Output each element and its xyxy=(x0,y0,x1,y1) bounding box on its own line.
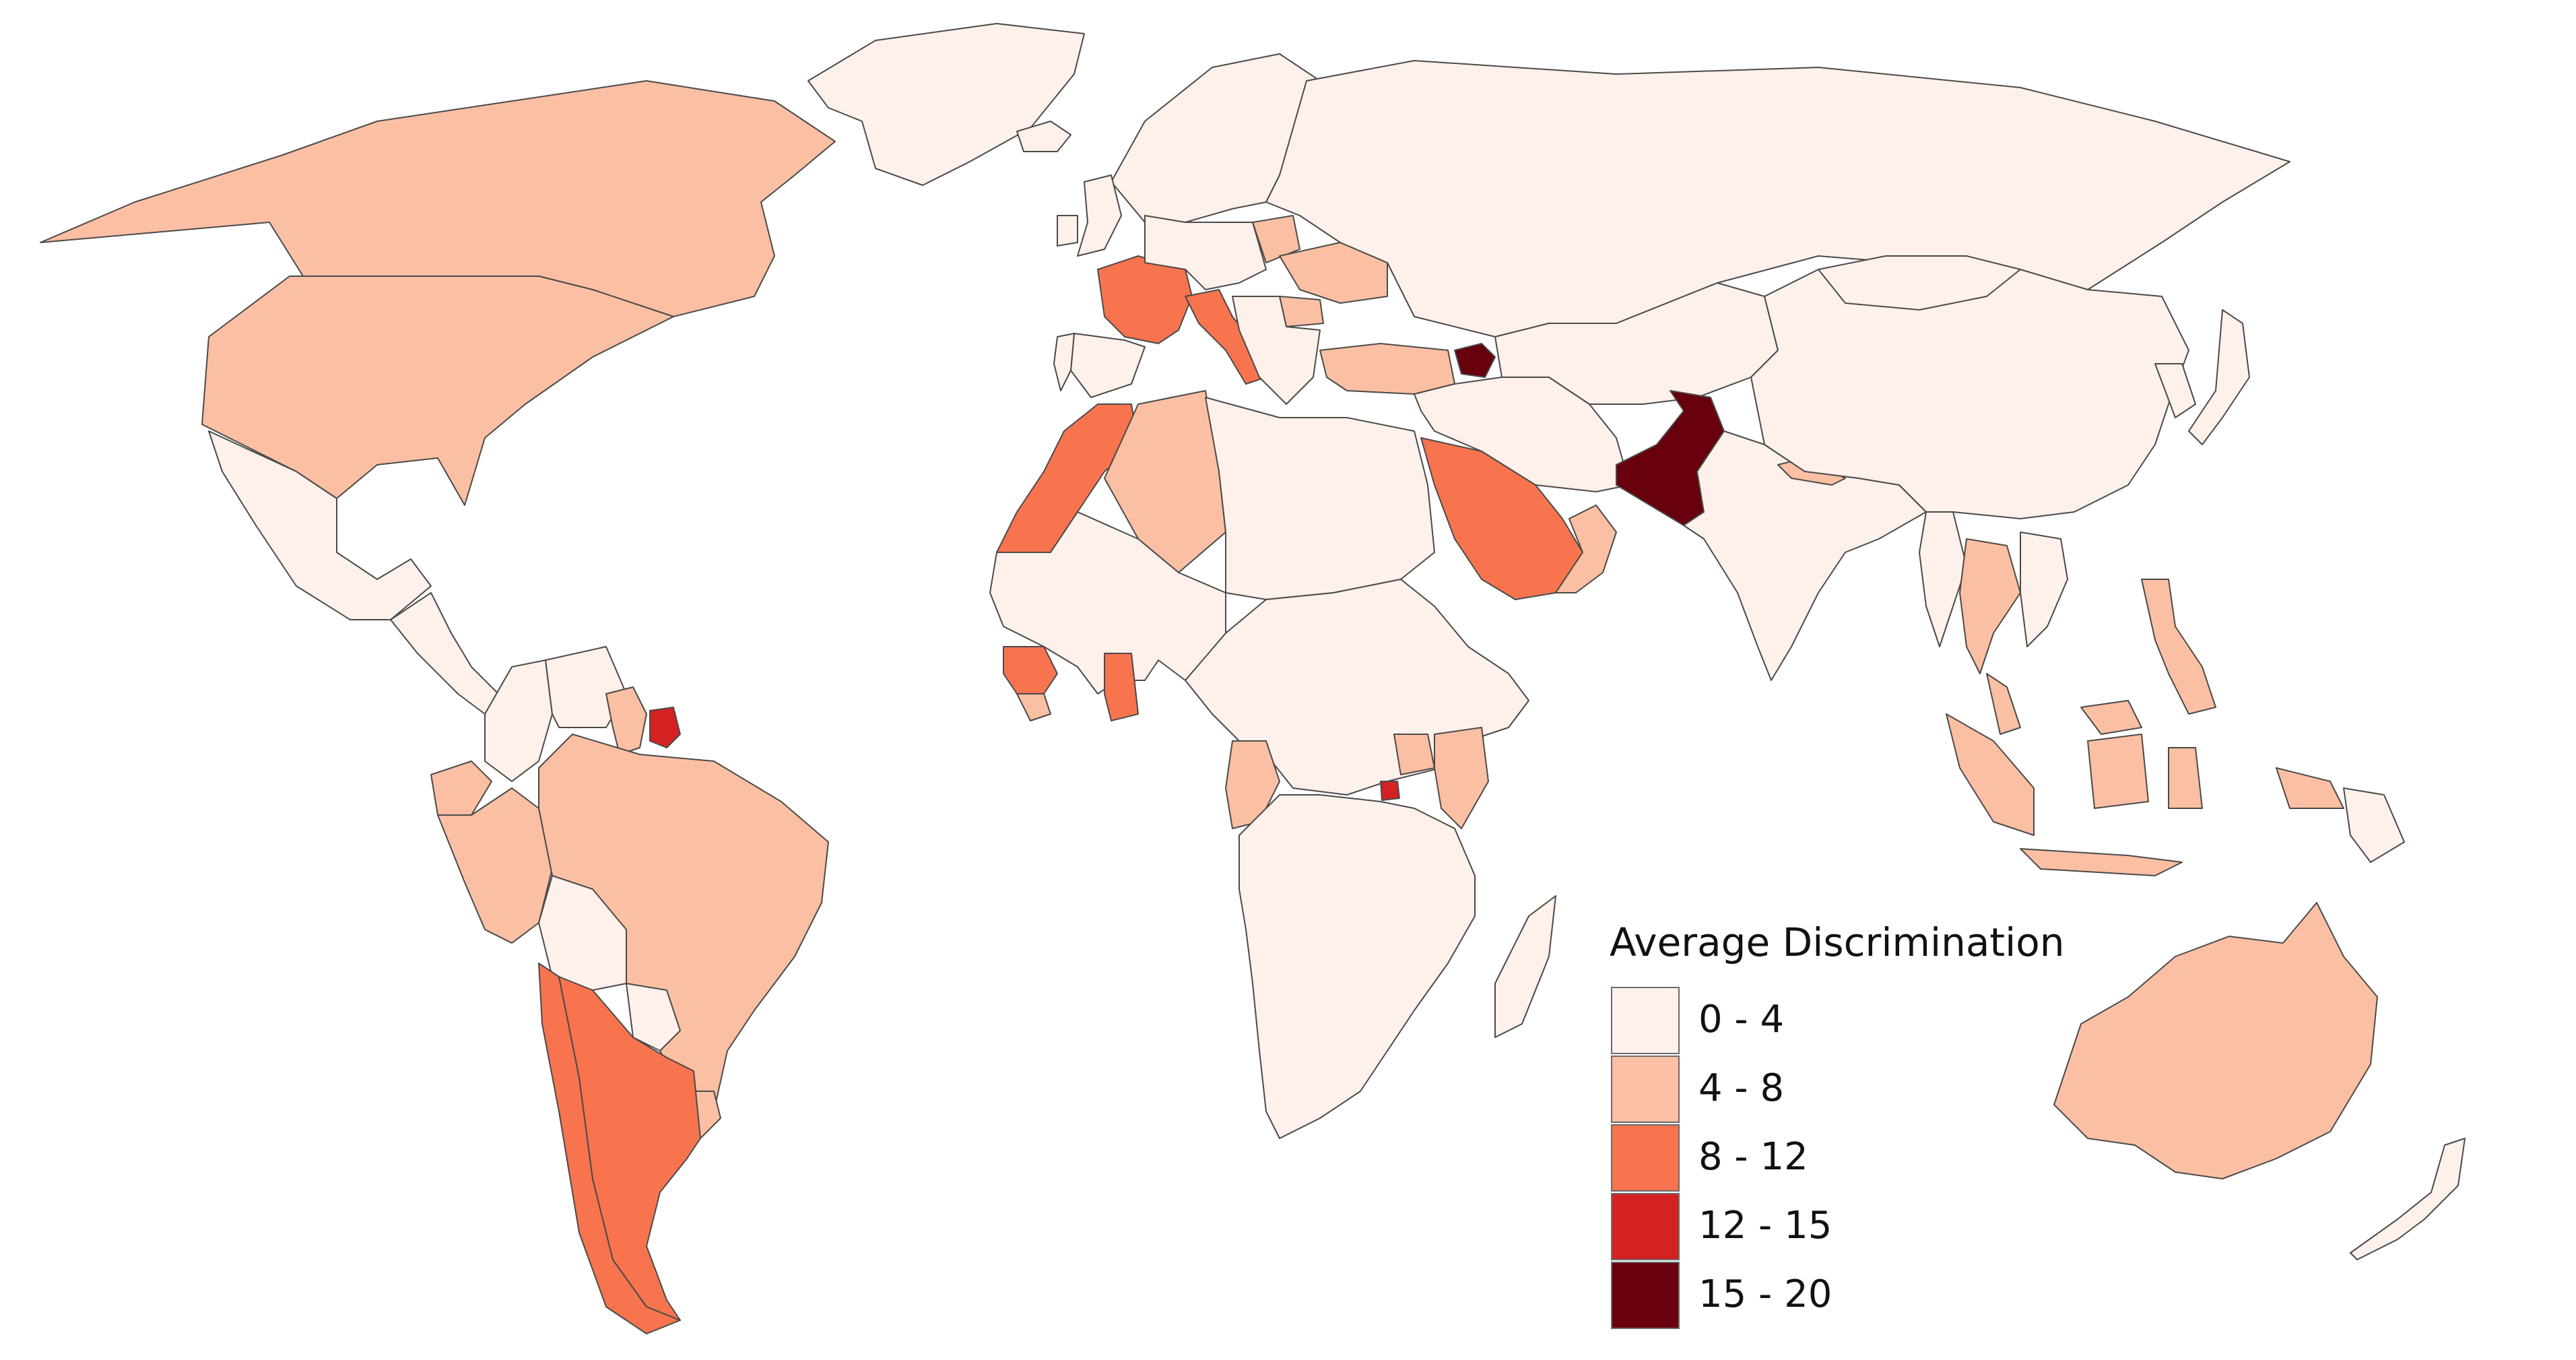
legend-label: 12 - 15 xyxy=(1698,1204,1832,1248)
country-russia xyxy=(1265,60,2290,337)
country-kenya xyxy=(1434,727,1489,829)
legend-swatch xyxy=(1611,987,1680,1054)
country-guinea xyxy=(1003,646,1058,694)
country-argentina xyxy=(558,976,701,1321)
country-ecuador xyxy=(430,760,492,816)
country-azerbaijan xyxy=(1454,343,1496,378)
country-ireland xyxy=(1057,215,1078,247)
country-philippines xyxy=(2141,579,2216,715)
country-greenland xyxy=(807,23,1085,186)
country-venezuela xyxy=(545,646,627,728)
country-suriname xyxy=(649,707,681,748)
legend-label: 4 - 8 xyxy=(1698,1066,1785,1110)
legend-swatch xyxy=(1611,1056,1680,1123)
country-vietnam xyxy=(2020,531,2068,647)
country-spain xyxy=(1070,333,1146,398)
country-korea xyxy=(2154,363,2196,418)
country-australia xyxy=(2053,902,2378,1179)
legend-item-8-12: 8 - 12 xyxy=(1610,1124,2081,1193)
legend-swatch xyxy=(1611,1262,1680,1329)
country-colombia xyxy=(484,659,553,782)
country-southern-africa xyxy=(1239,794,1476,1139)
country-madagascar xyxy=(1494,895,1556,1038)
legend-item-4-8: 4 - 8 xyxy=(1610,1056,2081,1124)
country-ghana xyxy=(1104,653,1139,721)
country-mongolia xyxy=(1818,255,2021,311)
legend-item-15-20: 15 - 20 xyxy=(1610,1262,2081,1330)
country-united-states xyxy=(201,276,674,506)
country-united-kingdom xyxy=(1077,174,1122,257)
legend-swatch xyxy=(1611,1124,1680,1192)
country-poland xyxy=(1252,215,1300,263)
country-papua-new-guinea xyxy=(2343,787,2405,863)
country-oman xyxy=(1555,505,1617,593)
country-france xyxy=(1097,255,1193,344)
country-romania xyxy=(1279,296,1324,327)
country-central-america xyxy=(390,592,499,715)
legend-label: 8 - 12 xyxy=(1698,1135,1808,1179)
legend-item-12-15: 12 - 15 xyxy=(1610,1193,2081,1262)
country-rwanda xyxy=(1380,781,1400,801)
country-thailand xyxy=(1959,538,2021,674)
country-turkey xyxy=(1319,343,1455,395)
country-central-europe xyxy=(1144,215,1267,290)
country-iceland xyxy=(1016,121,1071,152)
country-mexico xyxy=(208,430,432,620)
country-japan xyxy=(2188,309,2250,445)
legend-label: 15 - 20 xyxy=(1698,1272,1832,1316)
country-west-africa xyxy=(989,511,1226,694)
country-paraguay xyxy=(626,983,681,1051)
legend-swatch xyxy=(1611,1193,1680,1260)
country-malaysia xyxy=(1986,673,2142,735)
country-myanmar xyxy=(1919,511,1967,647)
country-sierra-leone xyxy=(1016,693,1051,721)
country-north-africa xyxy=(1205,397,1435,600)
country-portugal xyxy=(1053,333,1075,391)
country-guyana xyxy=(605,686,647,755)
legend-title: Average Discrimination xyxy=(1610,919,2065,965)
legend-item-0-4: 0 - 4 xyxy=(1610,987,2081,1056)
country-new-zealand xyxy=(2350,1138,2466,1260)
country-uganda xyxy=(1393,734,1435,775)
legend-label: 0 - 4 xyxy=(1698,998,1785,1041)
country-indonesia xyxy=(1946,713,2344,876)
country-peru xyxy=(437,787,553,944)
map-legend: Average Discrimination 0 - 4 4 - 8 8 - 1… xyxy=(1610,919,2121,1357)
country-balkans xyxy=(1232,296,1321,405)
